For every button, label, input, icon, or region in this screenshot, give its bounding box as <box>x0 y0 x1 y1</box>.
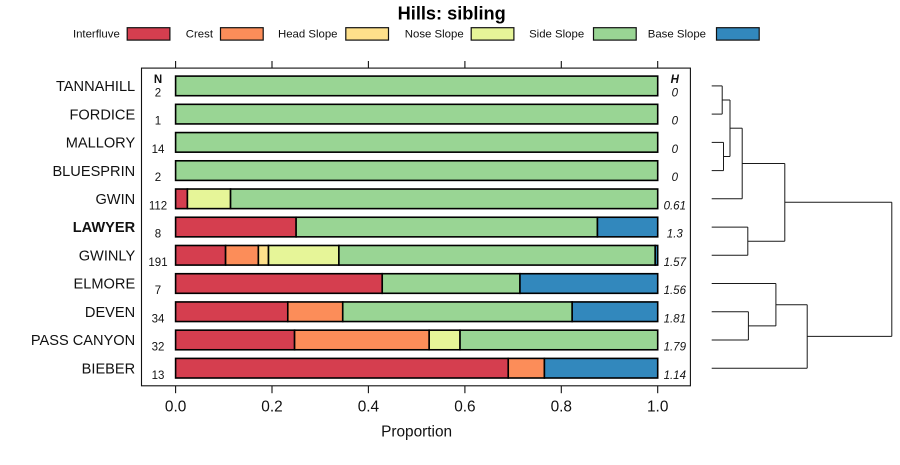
svg-text:7: 7 <box>155 285 161 297</box>
svg-text:LAWYER: LAWYER <box>73 220 136 236</box>
svg-text:0: 0 <box>672 116 679 128</box>
svg-text:PASS CANYON: PASS CANYON <box>31 333 135 349</box>
svg-text:112: 112 <box>149 200 167 212</box>
svg-text:2: 2 <box>155 172 161 184</box>
svg-text:Crest: Crest <box>186 28 214 40</box>
svg-text:1.81: 1.81 <box>664 313 686 325</box>
svg-text:0.6: 0.6 <box>454 399 475 416</box>
svg-text:0.2: 0.2 <box>261 399 282 416</box>
svg-text:0: 0 <box>672 172 679 184</box>
svg-text:Base Slope: Base Slope <box>648 28 706 40</box>
svg-text:1.57: 1.57 <box>664 257 687 269</box>
svg-text:1.3: 1.3 <box>667 229 684 241</box>
svg-text:Proportion: Proportion <box>381 424 452 441</box>
svg-text:0: 0 <box>672 144 679 156</box>
svg-text:0.4: 0.4 <box>358 399 380 416</box>
svg-text:MALLORY: MALLORY <box>66 136 136 152</box>
svg-text:FORDICE: FORDICE <box>70 107 136 123</box>
svg-text:DEVEN: DEVEN <box>85 305 135 321</box>
svg-text:191: 191 <box>148 257 167 269</box>
svg-text:Nose Slope: Nose Slope <box>405 28 464 40</box>
svg-text:GWINLY: GWINLY <box>79 249 136 265</box>
svg-text:1.79: 1.79 <box>664 342 687 354</box>
svg-text:14: 14 <box>152 144 165 156</box>
svg-text:1.14: 1.14 <box>664 370 686 382</box>
svg-text:Interfluve: Interfluve <box>73 28 120 40</box>
svg-text:TANNAHILL: TANNAHILL <box>56 79 135 95</box>
svg-text:2: 2 <box>155 88 161 100</box>
svg-text:H: H <box>671 74 680 86</box>
svg-text:Head Slope: Head Slope <box>278 28 338 40</box>
svg-text:8: 8 <box>155 229 161 241</box>
svg-text:N: N <box>154 74 162 86</box>
svg-text:34: 34 <box>152 313 165 325</box>
svg-text:1: 1 <box>155 116 161 128</box>
svg-text:Side Slope: Side Slope <box>529 28 584 40</box>
svg-text:0: 0 <box>672 88 679 100</box>
svg-text:0.0: 0.0 <box>165 399 186 416</box>
svg-text:0.61: 0.61 <box>664 200 686 212</box>
svg-text:1.0: 1.0 <box>647 399 668 416</box>
svg-text:GWIN: GWIN <box>95 192 135 208</box>
svg-text:32: 32 <box>152 342 165 354</box>
svg-text:BLUESPRIN: BLUESPRIN <box>52 164 135 180</box>
svg-text:ELMORE: ELMORE <box>74 277 136 293</box>
svg-text:1.56: 1.56 <box>664 285 687 297</box>
svg-text:13: 13 <box>152 370 165 382</box>
svg-text:BIEBER: BIEBER <box>82 361 136 377</box>
svg-text:Hills: sibling: Hills: sibling <box>398 3 506 23</box>
svg-text:0.8: 0.8 <box>551 399 572 416</box>
